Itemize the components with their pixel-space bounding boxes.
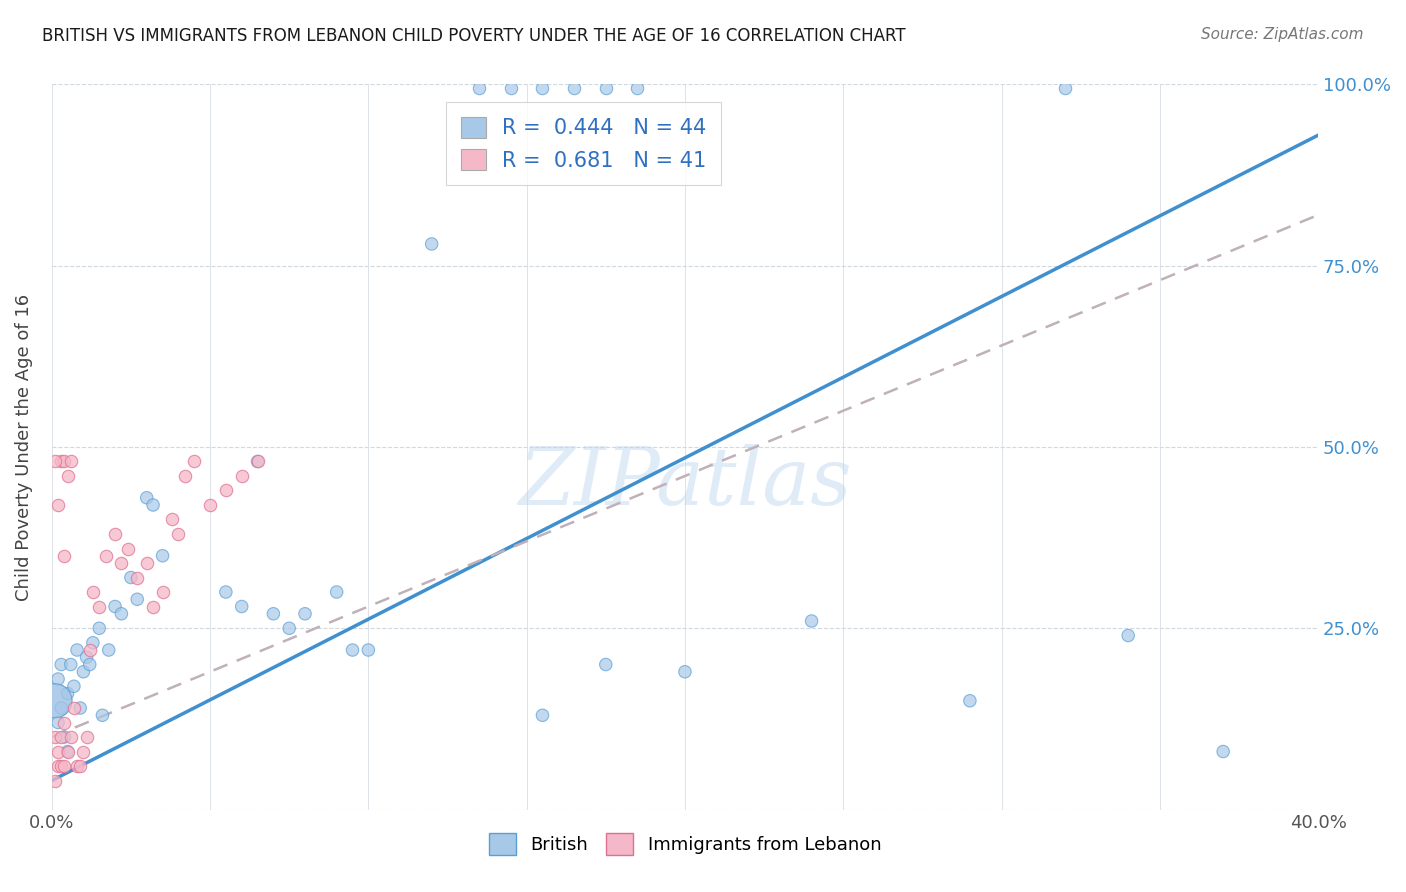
Point (59, 454, 82, 468)
Point (104, 599, 127, 614)
Point (63, 701, 86, 715)
Point (215, 585, 238, 599)
Point (59, 657, 82, 672)
Point (91, 708, 114, 723)
Point (278, 621, 301, 635)
Point (79, 657, 101, 672)
Point (499, 81, 522, 95)
Point (183, 454, 205, 468)
Point (127, 592, 149, 607)
Point (357, 643, 380, 657)
Point (53, 759, 76, 773)
Point (215, 483, 238, 498)
Point (595, 657, 617, 672)
Point (231, 469, 253, 483)
Point (69, 701, 91, 715)
Point (97, 643, 120, 657)
Point (56, 469, 79, 483)
Point (76, 650, 98, 665)
Point (117, 541, 139, 556)
Point (1053, 81, 1076, 95)
Point (66, 643, 89, 657)
Point (262, 607, 284, 621)
Point (152, 549, 174, 563)
Point (800, 614, 823, 628)
Point (94, 549, 117, 563)
Point (46, 672, 69, 686)
Point (66, 759, 89, 773)
Point (46, 759, 69, 773)
Point (46, 498, 69, 512)
Point (59, 730, 82, 744)
Point (959, 694, 981, 708)
Point (110, 607, 132, 621)
Point (53, 549, 76, 563)
Point (44, 773, 66, 788)
Point (69, 759, 91, 773)
Point (46, 745, 69, 759)
Point (173, 469, 195, 483)
Point (246, 454, 269, 468)
Point (79, 643, 101, 657)
Point (51, 454, 73, 468)
Point (342, 643, 364, 657)
Point (626, 81, 648, 95)
Point (142, 498, 165, 512)
Point (142, 599, 165, 614)
Point (89, 621, 111, 635)
Point (44, 454, 66, 468)
Point (325, 585, 347, 599)
Point (167, 527, 190, 541)
Point (152, 585, 174, 599)
Point (420, 236, 443, 251)
Point (53, 730, 76, 744)
Point (82, 585, 104, 599)
Point (56, 745, 79, 759)
Point (53, 715, 76, 730)
Text: BRITISH VS IMMIGRANTS FROM LEBANON CHILD POVERTY UNDER THE AGE OF 16 CORRELATION: BRITISH VS IMMIGRANTS FROM LEBANON CHILD… (42, 27, 905, 45)
Point (531, 708, 554, 723)
Y-axis label: Child Poverty Under the Age of 16: Child Poverty Under the Age of 16 (15, 293, 32, 600)
Point (44, 694, 66, 708)
Point (1116, 628, 1139, 642)
Point (51, 730, 73, 744)
Point (72, 665, 94, 679)
Point (63, 679, 86, 693)
Point (1212, 745, 1234, 759)
Point (53, 454, 76, 468)
Text: ZIPatlas: ZIPatlas (519, 444, 852, 522)
Point (135, 556, 157, 570)
Point (468, 81, 491, 95)
Point (44, 694, 66, 708)
Point (120, 570, 142, 584)
Point (531, 81, 554, 95)
Point (673, 665, 696, 679)
Legend: R =  0.444   N = 44, R =  0.681   N = 41: R = 0.444 N = 44, R = 0.681 N = 41 (446, 102, 721, 186)
Point (135, 491, 157, 505)
Point (294, 607, 316, 621)
Point (44, 730, 66, 744)
Point (104, 527, 127, 541)
Point (56, 686, 79, 700)
Point (198, 498, 221, 512)
Point (72, 745, 94, 759)
Point (51, 657, 73, 672)
Point (76, 730, 98, 744)
Point (56, 745, 79, 759)
Point (562, 81, 585, 95)
Text: Source: ZipAtlas.com: Source: ZipAtlas.com (1201, 27, 1364, 42)
Point (595, 81, 617, 95)
Point (127, 570, 149, 584)
Point (51, 701, 73, 715)
Point (82, 636, 104, 650)
Point (110, 556, 132, 570)
Point (231, 599, 253, 614)
Point (160, 512, 183, 526)
Point (51, 759, 73, 773)
Point (246, 454, 269, 468)
Point (46, 715, 69, 730)
Point (89, 599, 111, 614)
